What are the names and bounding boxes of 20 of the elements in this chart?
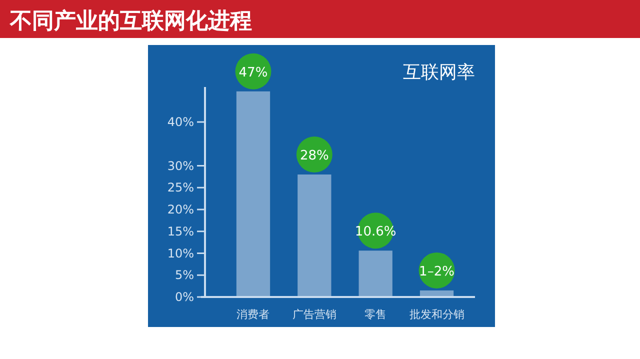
- bar: [298, 174, 332, 297]
- y-tick-label: 15%: [167, 224, 194, 238]
- data-label: 47%: [238, 65, 268, 80]
- bar: [236, 91, 270, 297]
- y-tick-label: 30%: [167, 158, 194, 173]
- x-tick-label: 广告营销: [292, 308, 336, 321]
- y-tick-label: 20%: [167, 202, 194, 216]
- x-tick-label: 批发和分销: [409, 308, 464, 321]
- x-tick-label: 零售: [364, 308, 387, 321]
- data-label: 1–2%: [419, 264, 454, 280]
- y-tick-label: 5%: [174, 268, 194, 282]
- x-tick-label: 消费者: [236, 308, 270, 321]
- chart-subtitle: 互联网率: [403, 62, 475, 83]
- y-tick-label: 10%: [167, 246, 194, 260]
- bar: [358, 250, 392, 297]
- y-tick-label: 40%: [167, 115, 194, 129]
- data-label: 28%: [300, 148, 329, 164]
- y-tick-label: 25%: [167, 180, 194, 195]
- y-tick-label: 0%: [174, 290, 194, 304]
- chart-title: 不同产业的互联网化进程: [9, 8, 252, 34]
